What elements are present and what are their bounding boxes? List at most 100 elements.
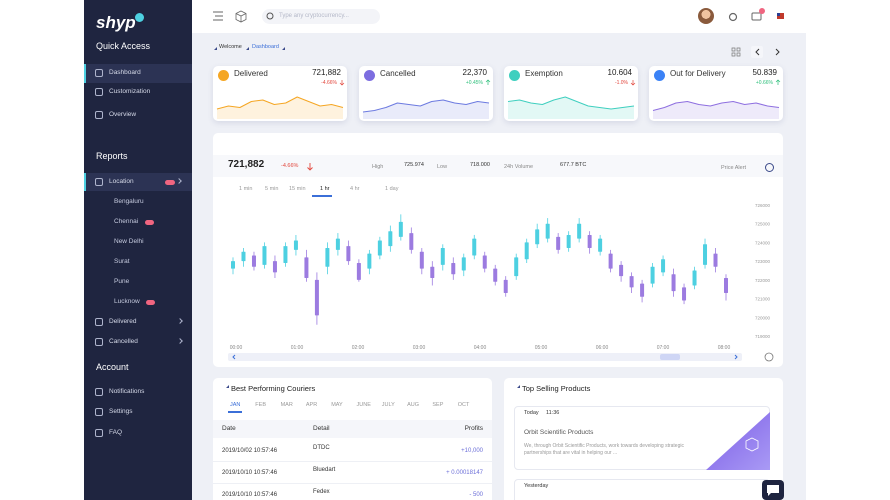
menu-item[interactable]: Dashboard [109, 69, 141, 76]
interval-tab[interactable]: 1 min [239, 186, 253, 192]
menu-icon [95, 318, 103, 326]
menu-item[interactable]: Overview [109, 111, 137, 118]
card-icon [218, 70, 229, 81]
stat-label: High [372, 164, 384, 170]
sidebar [84, 0, 192, 500]
table-header-row [213, 420, 492, 438]
month-tab[interactable]: AUG [407, 402, 420, 408]
cell: + 0.00018147 [446, 470, 483, 476]
cell: +10,000 [461, 448, 483, 454]
breadcrumb-item[interactable]: Dashboard [252, 44, 279, 50]
section-title: Quick Access [96, 41, 151, 51]
month-tab[interactable]: OCT [457, 402, 470, 408]
menu-item[interactable]: Settings [109, 408, 133, 415]
product-day: Today [524, 410, 539, 416]
search-placeholder: Type any cryptocurrency... [279, 13, 349, 19]
card-icon [509, 70, 520, 81]
month-tab[interactable]: MAY [331, 402, 343, 408]
month-tab[interactable]: JAN [230, 402, 241, 408]
month-tab[interactable]: MAR [280, 402, 293, 408]
column-header: Profits [464, 425, 483, 432]
card-icon [364, 70, 375, 81]
sidebar-active-row [84, 173, 192, 191]
chat-button[interactable] [762, 480, 784, 500]
cell: 2019/10/10 10:57:46 [222, 470, 278, 476]
card-value: 10.604 [607, 68, 632, 77]
menu-icon [95, 338, 103, 346]
card-change: +0.66% [755, 80, 773, 86]
card-value: 22,370 [462, 68, 487, 77]
stat-card [649, 66, 783, 121]
active-month-underline [228, 411, 242, 413]
menu-item[interactable]: Customization [109, 88, 151, 95]
menu-icon [95, 388, 103, 396]
product-name: Orbit Scientific Products [524, 429, 594, 436]
cell: Bluedart [313, 467, 336, 473]
column-header: Detail [313, 425, 330, 432]
interval-tab[interactable]: 15 min [289, 186, 306, 192]
cell: Fedex [313, 489, 330, 495]
card-change: -4.66% [321, 80, 337, 86]
interval-tab[interactable]: 1 day [385, 186, 399, 192]
menu-icon [95, 429, 103, 437]
menu-icon [95, 88, 103, 96]
submenu-item[interactable]: Chennai [114, 218, 139, 225]
month-tab[interactable]: FEB [255, 402, 266, 408]
stat-label: Low [437, 164, 448, 170]
menu-item[interactable]: Delivered [109, 318, 137, 325]
menu-item[interactable]: Cancelled [109, 338, 138, 345]
card-change: -1.0% [614, 80, 628, 86]
badge [146, 300, 155, 305]
submenu-item[interactable]: Lucknow [114, 298, 140, 305]
cell: 2019/10/10 10:57:46 [222, 492, 278, 498]
badge [145, 220, 154, 225]
column-header: Date [222, 425, 236, 432]
menu-icon [95, 111, 103, 119]
card-title: Delivered [234, 69, 268, 78]
card-change: +0.45% [465, 80, 483, 86]
panel-title: Top Selling Products [522, 384, 591, 393]
month-tab[interactable]: JUNE [356, 402, 371, 408]
active-tab-underline [312, 195, 332, 197]
menu-item[interactable]: Location [109, 178, 134, 185]
cell: - 500 [469, 492, 483, 498]
month-tab[interactable]: APR [305, 402, 318, 408]
card-value: 721,882 [312, 68, 341, 77]
section-title: Account [96, 362, 129, 372]
card-title: Cancelled [380, 69, 416, 78]
interval-tab[interactable]: 5 min [265, 186, 279, 192]
stat-value: 718.000 [470, 162, 490, 168]
stat-label: 24h Volume [504, 164, 534, 170]
chart-header-row [213, 155, 783, 177]
submenu-item[interactable]: Surat [114, 258, 130, 265]
panel-title: Best Performing Couriers [231, 384, 316, 393]
price-alert[interactable]: Price Alert [721, 165, 747, 171]
menu-item[interactable]: Notifications [109, 388, 145, 395]
product-time: 11:36 [546, 410, 560, 416]
search-box[interactable] [262, 9, 380, 24]
avatar[interactable] [698, 8, 714, 24]
card-title: Exemption [525, 69, 563, 78]
card-title: Out for Delivery [670, 69, 726, 78]
logo-badge [135, 13, 144, 22]
submenu-item[interactable]: Pune [114, 278, 130, 285]
menu-icon [95, 69, 103, 77]
breadcrumb-item[interactable]: Welcome [219, 44, 242, 50]
scroll-thumb[interactable] [660, 354, 680, 360]
card-value: 50.839 [752, 68, 777, 77]
row-divider [213, 461, 492, 462]
row-divider [213, 483, 492, 484]
month-tab[interactable]: SEP [432, 402, 444, 408]
alert-toggle[interactable] [765, 163, 774, 172]
interval-tab[interactable]: 1 hr [320, 186, 330, 192]
section-title: Reports [96, 151, 128, 161]
month-tab[interactable]: JULY [381, 402, 395, 408]
stat-value: 725.974 [404, 162, 424, 168]
menu-item[interactable]: FAQ [109, 429, 123, 436]
submenu-item[interactable]: Bengaluru [114, 198, 144, 205]
stat-card [504, 66, 638, 121]
submenu-item[interactable]: New Delhi [114, 238, 144, 245]
product-card [514, 479, 770, 500]
interval-tab[interactable]: 4 hr [350, 186, 360, 192]
